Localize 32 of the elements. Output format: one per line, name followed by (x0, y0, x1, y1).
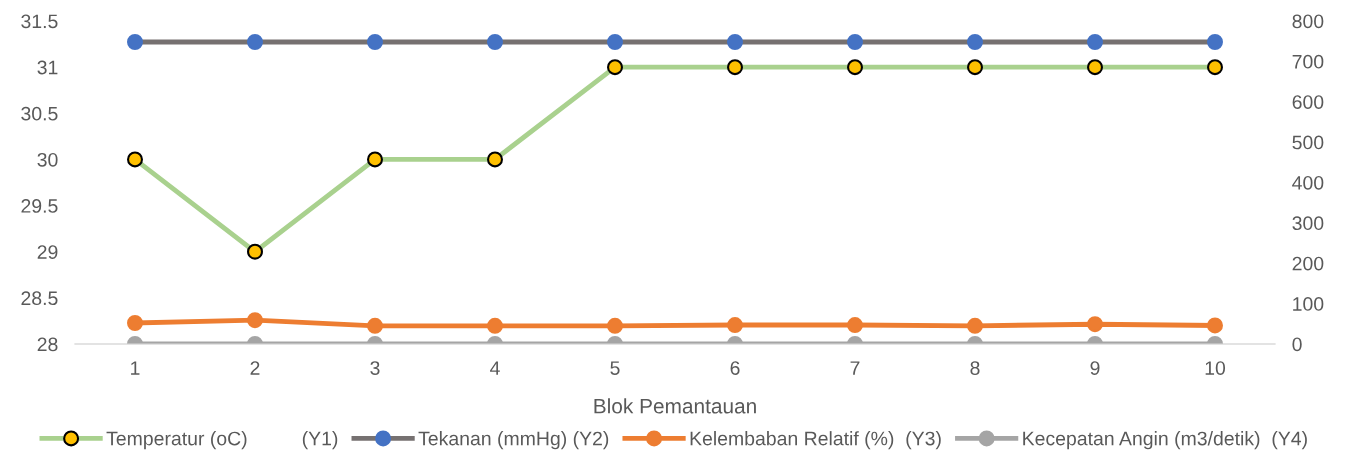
y2-tick-label: 300 (1292, 216, 1324, 231)
legend-label: Kecepatan Angin (m3/detik) (Y4) (1023, 431, 1307, 450)
x-tick-label: 9 (1090, 361, 1100, 375)
y-tick-label: 29 (37, 245, 58, 259)
y-tick-label: 31.5 (21, 14, 58, 29)
y2-tick-label: 400 (1292, 175, 1324, 190)
x-tick-label: 8 (970, 361, 980, 375)
y2-tick-label: 100 (1293, 297, 1324, 311)
x-tick-label: 7 (850, 361, 860, 375)
legend-label: Tekanan (mmHg) (Y2) (418, 431, 609, 450)
x-tick-label: 6 (730, 361, 740, 375)
y-tick-label: 28 (37, 337, 58, 352)
x-tick-label: 5 (610, 361, 620, 375)
legend-label: Kelembaban Relatif (%) (Y3) (690, 431, 941, 450)
x-tick-label: 4 (490, 361, 500, 375)
y-tick-label: 29.5 (21, 199, 58, 213)
x-tick-label: 10 (1205, 361, 1226, 375)
x-tick-label: 2 (250, 361, 260, 375)
y2-tick-label: 500 (1292, 135, 1324, 150)
y-tick-label: 31 (37, 60, 58, 75)
x-tick-label: 1 (131, 361, 140, 375)
y2-tick-label: 200 (1292, 256, 1324, 271)
y-tick-label: 30.5 (21, 106, 58, 121)
y2-tick-label: 800 (1292, 14, 1324, 29)
y-tick-label: 28.5 (21, 291, 58, 306)
y-tick-label: 30 (37, 152, 58, 167)
y2-tick-label: 600 (1292, 95, 1324, 109)
x-axis-title: Blok Pemantauan (594, 398, 756, 414)
y2-tick-label: 0 (1292, 337, 1302, 352)
legend-label: Temperatur (oC) (Y1) (106, 431, 338, 450)
y2-tick-label: 700 (1292, 54, 1324, 69)
x-tick-label: 3 (370, 361, 380, 375)
